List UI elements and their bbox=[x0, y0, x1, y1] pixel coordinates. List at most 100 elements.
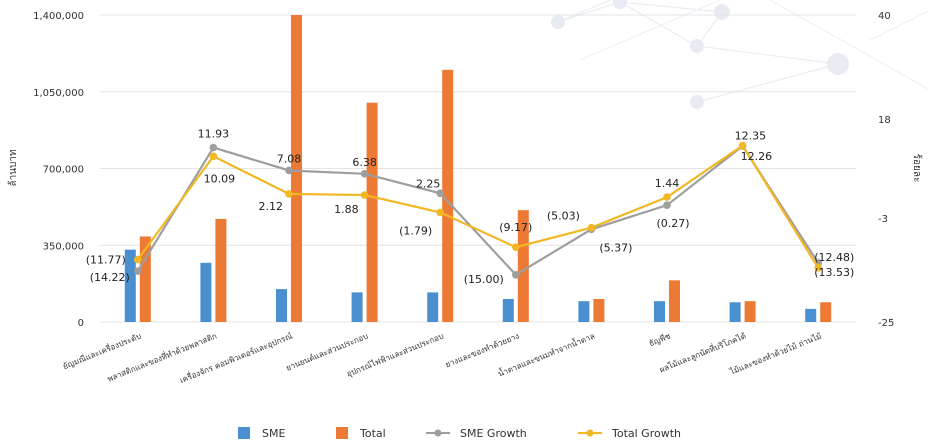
right-tick-label: -3 bbox=[878, 214, 888, 225]
sme-growth-label: 7.08 bbox=[277, 152, 302, 165]
decor-link bbox=[579, 0, 721, 61]
category-label: เครื่องจักร คอมพิวเตอร์และอุปกรณ์ bbox=[178, 329, 294, 385]
bar-sme bbox=[729, 302, 741, 322]
total-growth-label: 2.12 bbox=[259, 200, 284, 213]
decor-link bbox=[696, 45, 839, 65]
total-growth-label: (1.79) bbox=[399, 224, 432, 237]
legend-marker-sme-growth bbox=[434, 429, 442, 437]
decor-node bbox=[690, 95, 704, 109]
decor-node bbox=[827, 53, 849, 75]
bar-sme bbox=[351, 292, 363, 322]
total-growth-point bbox=[360, 191, 369, 199]
sme-growth-label: (12.48) bbox=[814, 251, 854, 264]
bar-series bbox=[124, 15, 832, 322]
total-growth-label: (9.17) bbox=[499, 221, 532, 234]
total-growth-label: (11.77) bbox=[86, 254, 126, 267]
legend-swatch-total bbox=[336, 427, 348, 439]
total-growth-point bbox=[285, 190, 293, 198]
legend-label-sme: SME bbox=[262, 427, 285, 440]
left-axis-title: ล้านบาท bbox=[7, 149, 19, 186]
sme-growth-label: 12.26 bbox=[741, 150, 773, 163]
total-growth-line bbox=[136, 144, 820, 269]
sme-growth-point bbox=[360, 169, 369, 178]
sme-growth-label: 11.93 bbox=[198, 128, 230, 141]
total-growth-label: (13.53) bbox=[814, 266, 854, 279]
total-growth-label: 10.09 bbox=[204, 172, 236, 185]
decor-link bbox=[557, 0, 613, 23]
bar-total bbox=[820, 302, 832, 322]
bar-sme bbox=[502, 298, 514, 322]
right-tick-label: 40 bbox=[878, 11, 891, 22]
left-tick-label: 700,000 bbox=[43, 165, 84, 176]
category-label: ยางและของทำด้วยยาง bbox=[444, 331, 521, 369]
bar-sme bbox=[200, 262, 212, 322]
left-axis-ticks: 1,400,000 1,050,000 700,000 350,000 0 bbox=[33, 11, 84, 329]
decor-link bbox=[619, 1, 723, 13]
decor-link bbox=[557, 1, 621, 23]
total-growth-point bbox=[587, 223, 596, 232]
sme-growth-point bbox=[209, 143, 218, 152]
total-growth-label: (5.03) bbox=[547, 210, 580, 223]
sme-growth-point bbox=[134, 267, 142, 275]
left-tick-label: 1,400,000 bbox=[33, 11, 84, 22]
decor-node bbox=[551, 15, 565, 29]
sme-growth-point bbox=[285, 166, 293, 175]
bar-sme bbox=[276, 289, 287, 322]
right-axis-title: ร้อยละ bbox=[911, 154, 923, 183]
sme-growth-label: (15.00) bbox=[464, 273, 504, 286]
sme-growth-label: (14.22) bbox=[90, 271, 130, 284]
total-growth-point bbox=[738, 141, 747, 150]
bar-sme bbox=[805, 308, 817, 322]
line-series bbox=[134, 141, 822, 279]
legend-marker-total-growth bbox=[586, 429, 594, 437]
left-tick-label: 0 bbox=[78, 318, 84, 329]
legend-label-total-growth: Total Growth bbox=[611, 427, 681, 440]
sme-growth-label: 2.25 bbox=[416, 177, 441, 190]
bar-sme bbox=[654, 301, 665, 322]
decor-link bbox=[869, 10, 928, 41]
bar-sme bbox=[124, 249, 136, 322]
data-labels: (14.22) 11.93 7.08 6.38 2.25 (15.00) (5.37) (0.… bbox=[86, 128, 855, 286]
sme-growth-label: 6.38 bbox=[352, 156, 377, 169]
bar-total bbox=[366, 102, 378, 322]
sme-growth-label: (5.37) bbox=[599, 241, 632, 254]
total-growth-point bbox=[209, 152, 218, 161]
decor-link bbox=[619, 1, 698, 47]
total-growth-point bbox=[436, 208, 445, 217]
bar-total bbox=[139, 236, 151, 322]
legend-swatch-sme bbox=[238, 427, 250, 439]
sme-growth-point bbox=[512, 270, 520, 279]
bar-total bbox=[442, 69, 454, 322]
bar-total bbox=[215, 218, 227, 322]
total-growth-point bbox=[512, 243, 520, 252]
total-growth-point bbox=[814, 264, 822, 272]
decor-node bbox=[613, 0, 627, 9]
legend-label-total: Total bbox=[359, 427, 386, 440]
decor-node bbox=[714, 4, 730, 20]
total-growth-label: 12.35 bbox=[735, 130, 767, 143]
total-growth-point bbox=[663, 193, 671, 201]
bar-sme bbox=[427, 292, 439, 322]
sme-growth-line bbox=[136, 144, 820, 277]
bar-sme bbox=[578, 301, 590, 322]
total-growth-label: 1.88 bbox=[334, 203, 359, 216]
bar-total bbox=[517, 210, 529, 322]
decor-link bbox=[696, 63, 839, 103]
bar-total bbox=[744, 301, 756, 322]
right-axis-ticks: 40 18 -3 -25 bbox=[878, 11, 894, 329]
sme-growth-label: (0.27) bbox=[656, 217, 689, 230]
bar-total bbox=[291, 15, 302, 322]
bar-total bbox=[669, 280, 680, 322]
sme-growth-point bbox=[436, 189, 445, 198]
legend: SME Total SME Growth Total Growth bbox=[238, 427, 681, 440]
category-label: ธัญพืช bbox=[648, 331, 673, 348]
left-tick-label: 350,000 bbox=[43, 241, 84, 252]
background-decoration bbox=[551, 0, 928, 109]
sme-growth-point bbox=[663, 201, 671, 209]
legend-label-sme-growth: SME Growth bbox=[460, 427, 527, 440]
category-axis-labels: ยัญมณีและเครื่องประดับพลาสติกและของที่ทำ… bbox=[61, 329, 823, 385]
right-tick-label: -25 bbox=[878, 318, 894, 329]
total-growth-label: 1.44 bbox=[655, 177, 680, 190]
decor-node bbox=[690, 39, 704, 53]
